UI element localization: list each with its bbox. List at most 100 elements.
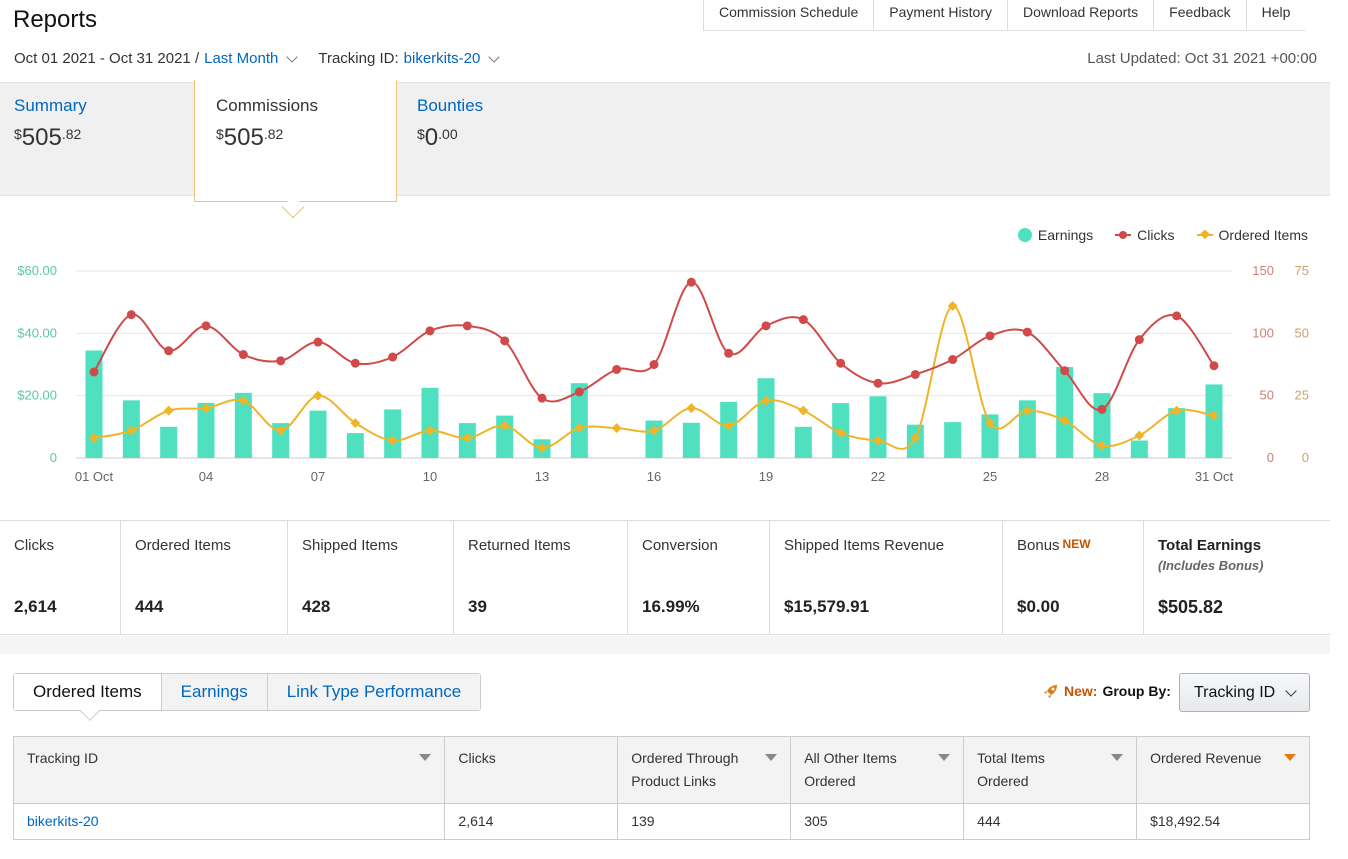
tab-bounties-label[interactable]: Bounties [417, 96, 484, 115]
ordered-items-point [985, 418, 995, 429]
ordered-items-point [611, 423, 622, 434]
bounties-amount: $0.00 [417, 124, 483, 152]
clicks-point [276, 356, 286, 366]
tab-commissions[interactable]: Commissions $505.82 [216, 96, 318, 152]
tracking-id-label: Tracking ID: [318, 50, 399, 67]
ordered-items-point [126, 425, 137, 436]
ordered-items-point [873, 435, 883, 446]
legend-ordered-label: Ordered Items [1218, 227, 1308, 243]
metric-label: Total Earnings [1158, 537, 1262, 554]
metric-value: 39 [468, 597, 487, 616]
y-left-tick-label: $20.00 [17, 388, 57, 403]
earnings-bar [869, 396, 887, 458]
sort-icon[interactable] [765, 754, 778, 761]
metric-value: 444 [135, 597, 164, 616]
clicks-point [574, 387, 584, 397]
earnings-bar [1130, 440, 1148, 458]
help-link[interactable]: Help [1245, 0, 1306, 31]
chevron-down-icon[interactable] [488, 50, 501, 63]
clicks-point [612, 364, 622, 374]
earnings-bar [1018, 400, 1036, 458]
top-nav: Commission Schedule Payment History Down… [703, 0, 1306, 31]
clicks-point [1209, 361, 1219, 371]
clicks-point [89, 367, 99, 377]
ordered-items-point [723, 420, 734, 431]
ordered-items-point [1059, 415, 1070, 426]
earnings-bar [384, 409, 402, 458]
tracking-id-cell[interactable]: bikerkits-20 [12, 803, 446, 840]
earnings-bar [682, 422, 700, 458]
x-tick-label: 10 [423, 469, 437, 484]
tracking-id-dropdown[interactable]: bikerkits-20 [403, 50, 481, 67]
legend-clicks[interactable]: Clicks [1115, 227, 1175, 243]
section-divider [0, 636, 1330, 654]
metric-label: Clicks [14, 537, 54, 554]
clicks-point [686, 277, 696, 287]
col-ordered-through-product-links[interactable]: Ordered Through Product Links [617, 736, 792, 804]
tab-link-type-performance[interactable]: Link Type Performance [266, 674, 481, 710]
tab-bounties[interactable]: Bounties $0.00 [417, 96, 483, 152]
earnings-chart: Earnings Clicks Ordered Items 0 0 0 $20.00 5… [0, 196, 1330, 521]
column-header: Ordered Through Product Links [631, 750, 739, 789]
column-header: Tracking ID [27, 750, 99, 766]
commission-schedule-link[interactable]: Commission Schedule [703, 0, 873, 31]
chevron-down-icon[interactable] [286, 50, 299, 63]
clicks-point [164, 346, 174, 356]
x-tick-label: 13 [535, 469, 549, 484]
clicks-point [388, 352, 398, 362]
tab-summary[interactable]: Summary $505.82 [14, 96, 87, 152]
clicks-point [649, 360, 659, 369]
col-tracking-id[interactable]: Tracking ID [12, 736, 446, 804]
ordered-items-point [1097, 440, 1107, 451]
tab-commissions-label[interactable]: Commissions [216, 96, 319, 115]
sort-icon[interactable] [938, 754, 951, 761]
ordered-items-point [1209, 410, 1219, 421]
feedback-link[interactable]: Feedback [1153, 0, 1245, 31]
metric-label: Conversion [642, 537, 718, 554]
metric-label: Ordered Items [135, 537, 231, 554]
metric-label: Shipped Items [302, 537, 398, 554]
clicks-point [1022, 327, 1032, 337]
earnings-bar [234, 392, 252, 458]
sort-active-icon[interactable] [1284, 754, 1296, 761]
tab-summary-label[interactable]: Summary [14, 96, 87, 115]
date-preset-dropdown[interactable]: Last Month [204, 50, 279, 67]
metric-sublabel: (Includes Bonus) [1158, 558, 1264, 573]
sort-icon[interactable] [419, 754, 432, 761]
table-row: bikerkits-20 2,614 139 305 444 $18,492.5… [12, 803, 1310, 840]
ordered-items-point [238, 395, 249, 406]
metric-value: 16.99% [642, 597, 700, 616]
filter-row: Oct 01 2021 - Oct 31 2021 / Last Month T… [14, 50, 501, 67]
metric-shipped-revenue: Shipped Items Revenue $15,579.91 [769, 521, 1002, 634]
sort-icon[interactable] [1111, 754, 1124, 761]
earnings-bar [1168, 408, 1186, 458]
clicks-point [873, 378, 883, 388]
legend-clicks-label: Clicks [1137, 227, 1175, 243]
tab-earnings[interactable]: Earnings [160, 674, 267, 710]
x-tick-label: 25 [983, 469, 997, 484]
new-badge: NEW [1062, 537, 1091, 551]
page-title: Reports [13, 6, 98, 33]
clicks-point [1097, 404, 1107, 414]
legend-earnings[interactable]: Earnings [1017, 227, 1093, 243]
legend-ordered-items[interactable]: Ordered Items [1196, 227, 1308, 243]
col-ordered-revenue[interactable]: Ordered Revenue [1136, 736, 1310, 804]
date-range-text: Oct 01 2021 - Oct 31 2021 / [14, 50, 200, 67]
ordered-items-point [313, 390, 323, 401]
clicks-line [93, 281, 1215, 411]
bonus-label: Bonus [1017, 537, 1060, 554]
col-all-other-items[interactable]: All Other Items Ordered [790, 736, 965, 804]
clicks-point [313, 337, 323, 347]
download-reports-link[interactable]: Download Reports [1007, 0, 1153, 31]
metric-label: Shipped Items Revenue [784, 537, 945, 554]
payment-history-link[interactable]: Payment History [873, 0, 1007, 31]
clicks-point [537, 393, 547, 403]
ordered-items-point [1171, 405, 1182, 416]
commissions-amount: $505.82 [216, 124, 318, 152]
ordered-items-point [201, 403, 211, 414]
col-clicks[interactable]: Clicks [444, 736, 619, 804]
col-total-items[interactable]: Total Items Ordered [963, 736, 1138, 804]
ordered-items-point [350, 418, 361, 429]
ordered-items-point [462, 433, 473, 444]
group-by-select[interactable]: Tracking ID [1179, 673, 1310, 712]
